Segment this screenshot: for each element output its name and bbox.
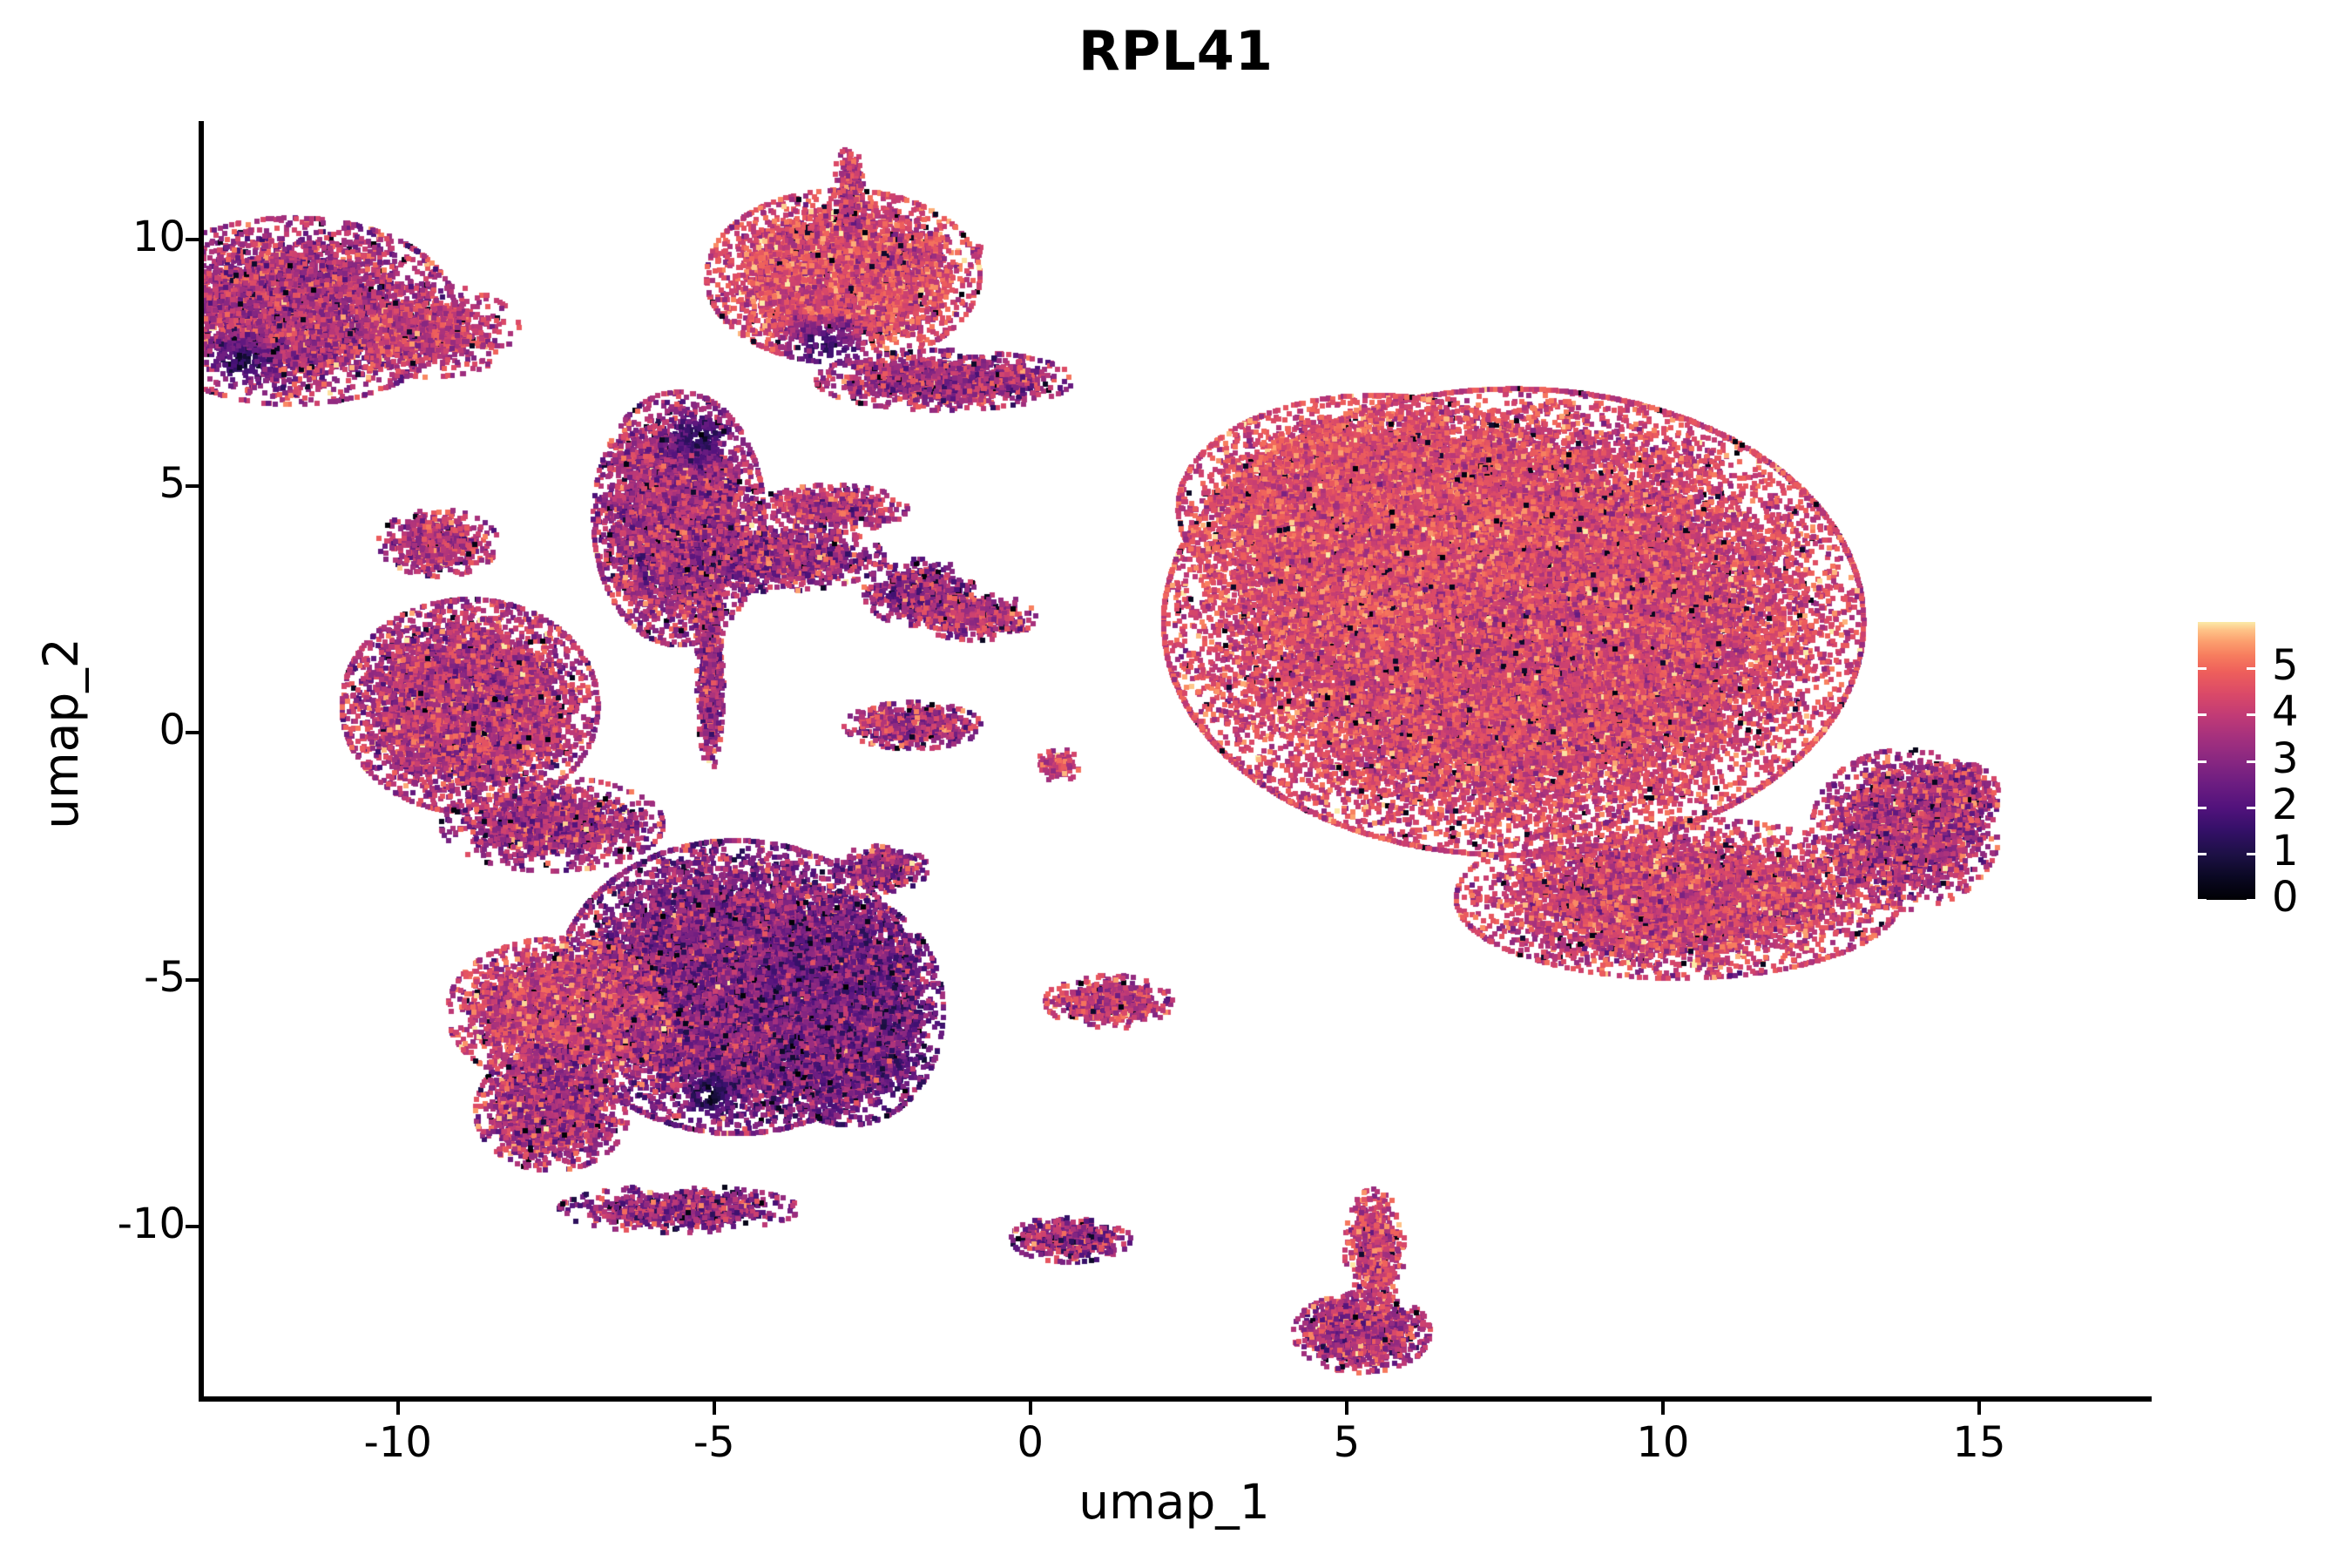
x-tick-label: 5: [1333, 1418, 1361, 1467]
colorbar-tick-mark: [2247, 760, 2255, 763]
x-axis-spine: [199, 1396, 2152, 1402]
colorbar-tick-mark: [2198, 760, 2207, 763]
y-tick-label: 0: [159, 706, 186, 755]
y-tick-mark: [186, 484, 199, 489]
y-tick-mark: [186, 237, 199, 241]
x-tick-label: -5: [693, 1418, 735, 1467]
x-tick-mark: [1660, 1402, 1665, 1415]
x-tick-mark: [1344, 1402, 1348, 1415]
y-tick-label: 10: [132, 212, 186, 261]
umap-scatter-canvas[interactable]: [199, 121, 2150, 1399]
x-tick-mark: [1977, 1402, 1981, 1415]
colorbar-tick-label: 2: [2272, 780, 2299, 829]
colorbar-tick-label: 3: [2272, 733, 2299, 783]
colorbar-tick-mark: [2247, 713, 2255, 717]
x-tick-label: 0: [1017, 1418, 1044, 1467]
y-tick-label: -10: [117, 1199, 186, 1248]
colorbar-tick-label: 0: [2272, 873, 2299, 922]
x-tick-label: -10: [363, 1418, 432, 1467]
colorbar-tick-mark: [2198, 852, 2207, 855]
y-tick-mark: [186, 1224, 199, 1228]
x-tick-label: 10: [1636, 1418, 1690, 1467]
colorbar-gradient: [2198, 622, 2255, 900]
colorbar-tick-mark: [2247, 806, 2255, 809]
x-tick-label: 15: [1952, 1418, 2006, 1467]
colorbar-tick-mark: [2247, 899, 2255, 902]
y-axis-label: umap_2: [33, 638, 89, 829]
y-tick-mark: [186, 731, 199, 735]
colorbar-tick-mark: [2247, 667, 2255, 671]
colorbar: [2198, 622, 2255, 900]
colorbar-tick-mark: [2198, 667, 2207, 671]
colorbar-tick-mark: [2198, 899, 2207, 902]
colorbar-tick-label: 1: [2272, 826, 2299, 875]
colorbar-tick-mark: [2198, 806, 2207, 809]
colorbar-tick-label: 5: [2272, 641, 2299, 691]
plot-area[interactable]: [199, 121, 2150, 1399]
colorbar-tick-label: 4: [2272, 687, 2299, 737]
y-tick-label: 5: [159, 459, 186, 509]
page-title: RPL41: [1078, 19, 1274, 83]
y-tick-mark: [186, 977, 199, 982]
x-tick-mark: [712, 1402, 716, 1415]
y-axis-spine: [199, 121, 204, 1402]
x-axis-label: umap_1: [1078, 1474, 1270, 1530]
x-tick-mark: [395, 1402, 400, 1415]
colorbar-tick-mark: [2198, 713, 2207, 717]
colorbar-tick-mark: [2247, 852, 2255, 855]
x-tick-mark: [1028, 1402, 1032, 1415]
y-tick-label: -5: [144, 952, 186, 1002]
